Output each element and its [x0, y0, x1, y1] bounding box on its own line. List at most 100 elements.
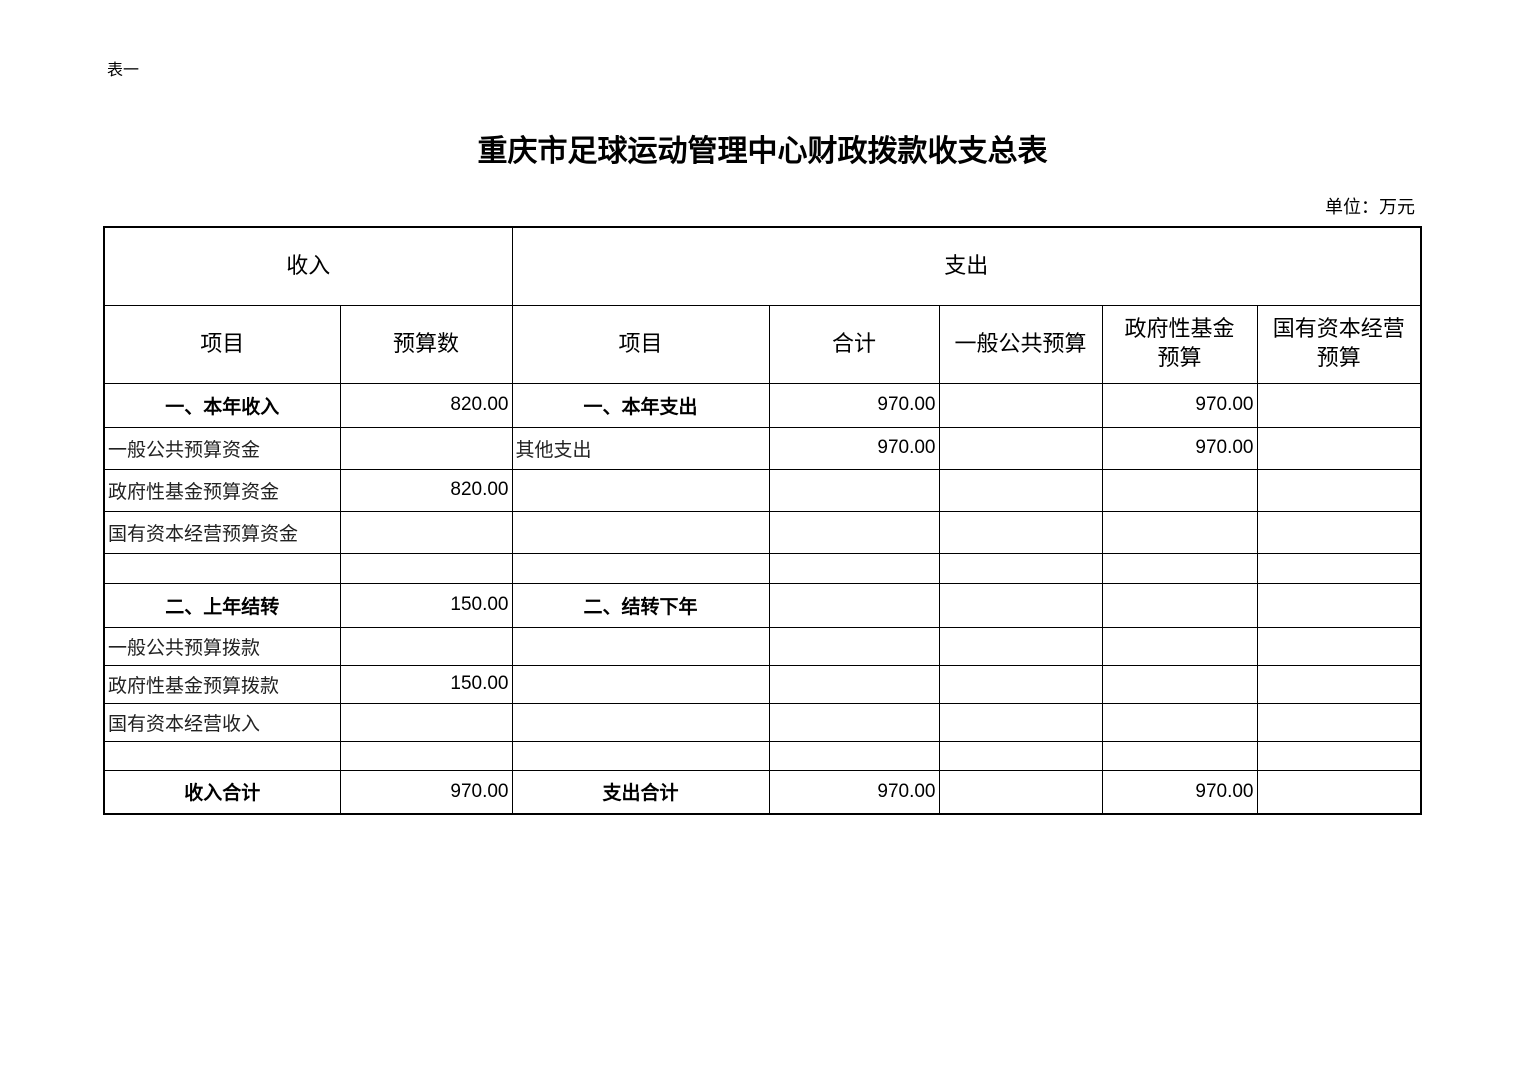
cell: [1256, 426, 1422, 470]
column-header: 政府性基金 预算: [1101, 304, 1258, 384]
cell: [938, 769, 1103, 815]
header-line: 项目: [618, 331, 663, 357]
cell: [938, 664, 1103, 704]
cell: [768, 626, 940, 666]
cell: [1101, 582, 1258, 628]
cell: [1256, 664, 1422, 704]
cell: [768, 510, 940, 554]
cell: [1101, 664, 1258, 704]
column-header: 一般公共预算: [938, 304, 1103, 384]
data-row: 一、本年收入 820.00 一、本年支出 970.00 970.00: [103, 382, 1422, 428]
cell: [1101, 740, 1258, 771]
header-line: 一般公共预算: [954, 331, 1087, 357]
cell: [511, 702, 770, 742]
cell: 820.00: [339, 468, 513, 512]
cell: 150.00: [339, 582, 513, 628]
column-header: 项目: [511, 304, 770, 384]
cell: [938, 582, 1103, 628]
cell: [938, 552, 1103, 584]
column-header: 国有资本经营 预算: [1256, 304, 1422, 384]
cell: [1256, 382, 1422, 428]
cell: 150.00: [339, 664, 513, 704]
cell: 970.00: [339, 769, 513, 815]
cell: [768, 552, 940, 584]
cell: 其他支出: [511, 426, 770, 470]
cell: [339, 626, 513, 666]
data-row: 政府性基金预算拨款 150.00: [103, 664, 1422, 704]
group-row: 收入 支出: [103, 226, 1422, 306]
cell: [938, 426, 1103, 470]
cell: [1101, 702, 1258, 742]
cell: 970.00: [1101, 769, 1258, 815]
cell: [938, 626, 1103, 666]
cell: 二、结转下年: [511, 582, 770, 628]
cell: [1256, 702, 1422, 742]
column-header: 预算数: [339, 304, 513, 384]
cell: [938, 740, 1103, 771]
header-line: 项目: [200, 331, 245, 357]
column-header: 项目: [103, 304, 341, 384]
cell: [1101, 510, 1258, 554]
data-row: 国有资本经营预算资金: [103, 510, 1422, 554]
cell: 970.00: [1101, 382, 1258, 428]
cell: 国有资本经营收入: [103, 702, 341, 742]
cell: [938, 382, 1103, 428]
data-row: 政府性基金预算资金 820.00: [103, 468, 1422, 512]
cell: 970.00: [1101, 426, 1258, 470]
cell: 970.00: [768, 382, 940, 428]
cell: [339, 552, 513, 584]
cell: [511, 664, 770, 704]
data-row: [103, 740, 1422, 771]
cell: 一、本年支出: [511, 382, 770, 428]
cell: [1256, 510, 1422, 554]
data-row: [103, 552, 1422, 584]
cell: [1256, 468, 1422, 512]
header-line: 预算: [1157, 346, 1202, 371]
cell: [511, 468, 770, 512]
group-header: 支出: [511, 226, 1422, 306]
cell: [339, 426, 513, 470]
cell: 政府性基金预算资金: [103, 468, 341, 512]
header-line: 预算: [1316, 346, 1361, 371]
data-row: 一般公共预算拨款: [103, 626, 1422, 666]
header-line: 预算数: [392, 331, 459, 357]
cell: [768, 664, 940, 704]
cell: 国有资本经营预算资金: [103, 510, 341, 554]
group-header: 收入: [103, 226, 513, 306]
table-tag: 表一: [107, 60, 140, 79]
column-row: 项目 预算数 项目 合计 一般公共预算 政府性基金 预算 国有资本经营 预算: [103, 304, 1422, 384]
cell: [768, 740, 940, 771]
cell: 政府性基金预算拨款: [103, 664, 341, 704]
cell: [1256, 552, 1422, 584]
header-line: 国有资本经营: [1272, 317, 1405, 342]
cell: [1256, 582, 1422, 628]
cell: [1256, 740, 1422, 771]
cell: 一、本年收入: [103, 382, 341, 428]
cell: [1256, 626, 1422, 666]
data-row: 一般公共预算资金 其他支出 970.00 970.00: [103, 426, 1422, 470]
cell: [339, 510, 513, 554]
cell: 收入合计: [103, 769, 341, 815]
unit-label: 单位：万元: [1325, 197, 1415, 218]
cell: [768, 468, 940, 512]
cell: [1256, 769, 1422, 815]
cell: [511, 626, 770, 666]
data-row: 二、上年结转 150.00 二、结转下年: [103, 582, 1422, 628]
header-line: 政府性基金: [1124, 317, 1235, 342]
cell: [1101, 552, 1258, 584]
data-row: 国有资本经营收入: [103, 702, 1422, 742]
budget-table: 收入 支出 项目 预算数 项目 合计 一般公共预算 政府性基金 预算 国有资本经营 预算 一、本年收入…: [103, 226, 1422, 815]
cell: [339, 740, 513, 771]
data-row: 收入合计 970.00 支出合计 970.00 970.00: [103, 769, 1422, 815]
cell: [339, 702, 513, 742]
cell: [1101, 468, 1258, 512]
cell: [1101, 626, 1258, 666]
cell: 支出合计: [511, 769, 770, 815]
cell: [511, 510, 770, 554]
cell: [768, 702, 940, 742]
cell: 970.00: [768, 426, 940, 470]
cell: 一般公共预算拨款: [103, 626, 341, 666]
column-header: 合计: [768, 304, 940, 384]
cell: [511, 552, 770, 584]
